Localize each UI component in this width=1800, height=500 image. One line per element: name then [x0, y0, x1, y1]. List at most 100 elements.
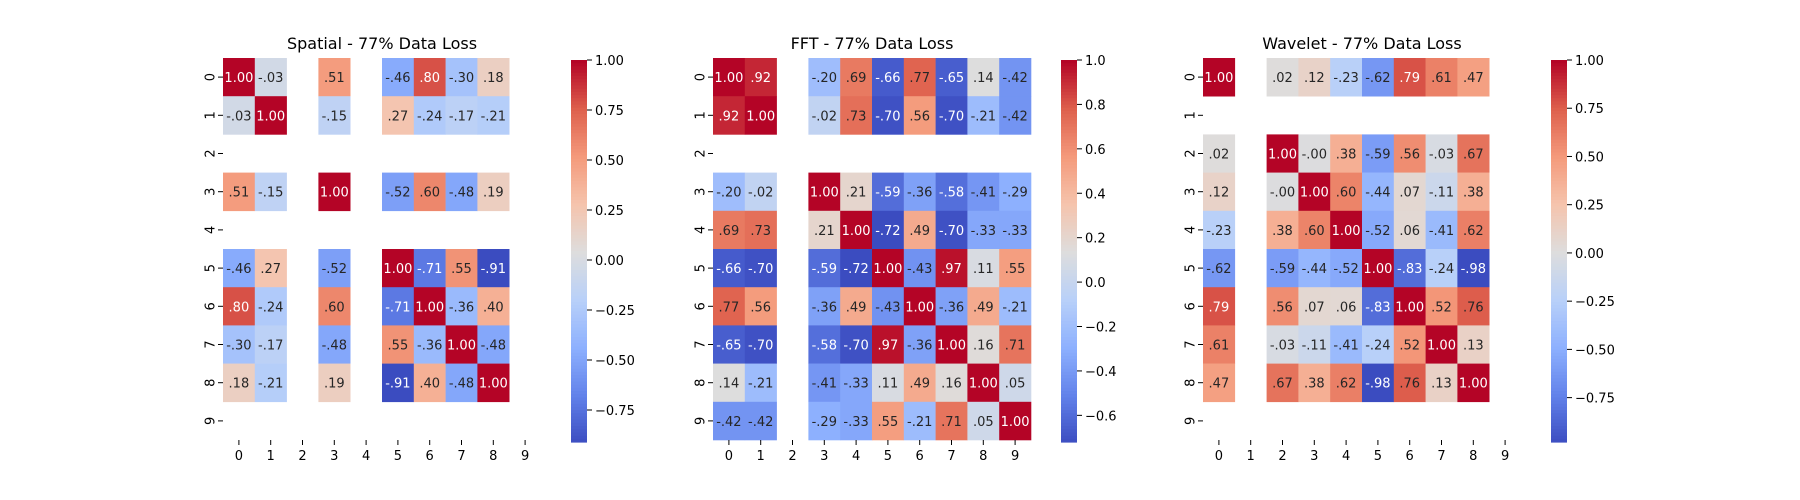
heatmap-cell — [1393, 58, 1426, 97]
colorbar-segment — [571, 79, 587, 83]
cell-value-label: .55 — [388, 339, 409, 354]
colorbar-segment — [1551, 168, 1567, 173]
heatmap-cell — [1425, 134, 1458, 173]
cell-value-label: -.21 — [1002, 300, 1027, 315]
cell-value-label: 1.00 — [320, 186, 349, 201]
heatmap-cell — [872, 210, 905, 250]
cell-value-label: -.42 — [1002, 109, 1027, 124]
heatmap-cell — [903, 401, 936, 441]
cell-value-label: -.41 — [1429, 224, 1454, 239]
heatmap-cell — [808, 287, 841, 326]
colorbar-segment — [571, 406, 587, 411]
y-tick-label: 6 — [1184, 302, 1199, 310]
cell-value-label: .77 — [909, 71, 930, 86]
cell-value-label: .19 — [324, 377, 345, 392]
heatmap-cell — [445, 249, 478, 288]
heatmap-cell — [903, 58, 936, 97]
colorbar-segment — [571, 422, 587, 427]
colorbar-segment — [571, 375, 587, 379]
colorbar-segment — [1551, 336, 1567, 341]
heatmap-cell — [872, 58, 905, 97]
x-tick-label: 0 — [1215, 449, 1223, 464]
heatmap-cell — [999, 287, 1032, 326]
colorbar-segment — [1551, 241, 1567, 246]
colorbar-segment — [1061, 429, 1077, 434]
colorbar-tick-label: −0.25 — [1575, 295, 1615, 310]
cell-value-label: -.52 — [385, 186, 410, 201]
y-tick-label: 7 — [204, 340, 219, 348]
heatmap-cell — [1298, 363, 1331, 403]
heatmap-cell — [903, 172, 936, 212]
heatmap-cell — [413, 363, 446, 403]
heatmap-cell — [223, 363, 256, 403]
cell-value-label: -.03 — [1429, 148, 1454, 163]
colorbar-segment — [1551, 438, 1567, 443]
colorbar-segment — [1551, 362, 1567, 367]
colorbar-tick-label: 0.8 — [1085, 98, 1106, 113]
colorbar-tick-label: 1.00 — [595, 54, 624, 69]
colorbar-tick-label: −0.50 — [595, 354, 635, 369]
cell-value-label: .55 — [451, 262, 472, 277]
heatmap-cell — [1425, 287, 1458, 326]
cell-value-label: 1.00 — [714, 71, 743, 86]
colorbar-segment — [571, 324, 587, 328]
heatmap-cell — [445, 58, 478, 97]
colorbar-segment — [1061, 254, 1077, 258]
heatmap-cell — [1457, 287, 1490, 326]
colorbar-segment — [571, 126, 587, 131]
y-tick-label: 9 — [1184, 417, 1199, 425]
cell-value-label: .13 — [1431, 377, 1452, 392]
colorbar-segment — [1551, 314, 1567, 319]
x-tick-label: 2 — [298, 449, 306, 464]
colorbar-tick-label: 1.00 — [1575, 54, 1604, 69]
cell-value-label: -.70 — [875, 109, 900, 124]
heatmap-cell — [1298, 134, 1331, 173]
cell-value-label: .60 — [324, 300, 345, 315]
heatmap-cell — [840, 363, 873, 403]
colorbar-segment — [1551, 359, 1567, 364]
colorbar-segment — [1061, 152, 1077, 157]
colorbar-tick-label: 0.6 — [1085, 143, 1106, 158]
heatmap-cell — [413, 172, 446, 212]
x-tick-label: 1 — [1247, 449, 1255, 464]
cell-value-label: .49 — [846, 300, 867, 315]
heatmap-cell — [1393, 172, 1426, 212]
colorbar-segment — [1551, 107, 1567, 112]
cell-value-label: -.70 — [748, 339, 773, 354]
colorbar-segment — [1551, 276, 1567, 281]
colorbar-segment — [571, 238, 587, 243]
y-tick-label: 3 — [204, 188, 219, 196]
cell-value-label: -.00 — [1270, 186, 1295, 201]
colorbar-segment — [571, 305, 587, 309]
colorbar-segment — [1551, 384, 1567, 389]
cell-value-label: .38 — [1304, 377, 1325, 392]
cell-value-label: -.03 — [1270, 339, 1295, 354]
heatmap-cell — [999, 172, 1032, 212]
cell-value-label: 1.00 — [1001, 415, 1030, 430]
heatmap-cell — [808, 401, 841, 441]
cell-value-label: -.24 — [1365, 339, 1390, 354]
colorbar-segment — [1551, 365, 1567, 370]
colorbar-segment — [1061, 260, 1077, 265]
heatmap-cell — [477, 96, 510, 135]
heatmap-cell — [1362, 172, 1395, 212]
y-tick-label: 0 — [1184, 73, 1199, 81]
heatmap-cell — [318, 363, 351, 403]
colorbar-segment — [571, 235, 587, 239]
colorbar-segment — [1551, 266, 1567, 271]
colorbar-segment — [1551, 190, 1567, 195]
heatmap-cell — [223, 58, 256, 97]
colorbar-segment — [571, 139, 587, 144]
colorbar-segment — [571, 133, 587, 137]
colorbar-segment — [1551, 263, 1567, 268]
heatmap-cell — [713, 401, 746, 441]
x-tick-label: 2 — [1278, 449, 1286, 464]
heatmap-cell — [1362, 249, 1395, 288]
cell-value-label: 1.00 — [415, 300, 444, 315]
cell-value-label: 1.00 — [479, 377, 508, 392]
colorbar-segment — [1061, 142, 1077, 147]
cell-value-label: -.21 — [748, 377, 773, 392]
chart-title: FFT - 77% Data Loss — [791, 34, 954, 53]
colorbar-segment — [571, 98, 587, 102]
colorbar-segment — [1551, 180, 1567, 185]
